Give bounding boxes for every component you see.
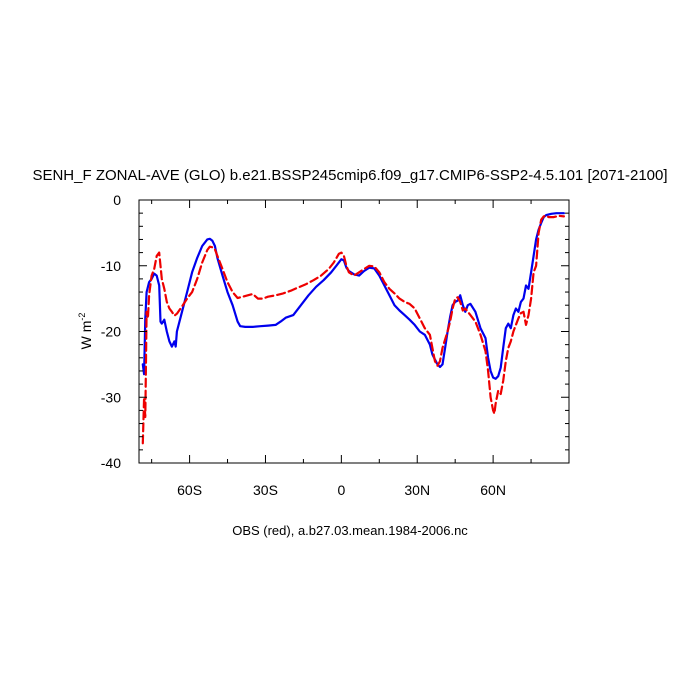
series-layer [141,212,565,445]
y-axis-label-exponent: -2 [77,313,87,321]
y-tick-label: -20 [101,324,121,340]
series-line-2 [141,214,565,445]
y-tick-label: -30 [101,389,121,405]
x-tick-label: 60N [480,482,506,498]
chart-caption: OBS (red), a.b27.03.mean.1984-2006.nc [232,523,468,538]
y-axis-label-unit: W m [78,321,94,350]
tick-layer: 60S 30S 0 30N 60N 0 -10 -20 -30 -40 [101,192,570,498]
y-tick-label: -40 [101,455,121,471]
chart-title: SENH_F ZONAL-AVE (GLO) b.e21.BSSP245cmip… [32,167,667,184]
x-tick-label: 30S [253,482,278,498]
x-tick-label: 0 [337,482,345,498]
y-axis-label: W m-2 [77,313,94,350]
x-tick-label: 60S [177,482,202,498]
x-tick-label: 30N [404,482,430,498]
y-tick-label: -10 [101,258,121,274]
y-tick-label: 0 [113,192,121,208]
series-line-1 [141,212,565,380]
